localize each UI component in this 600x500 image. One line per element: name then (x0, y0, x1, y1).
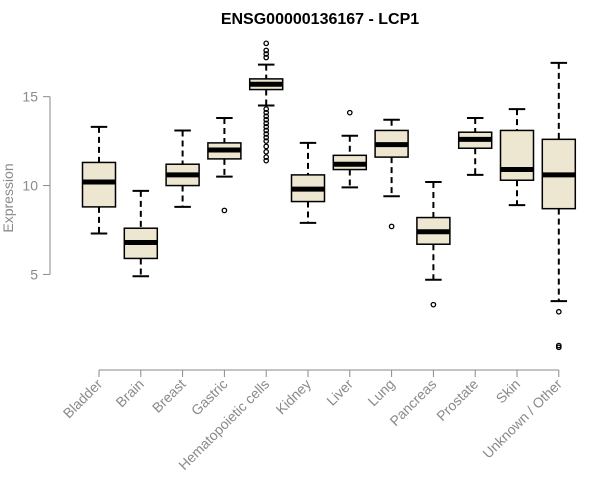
outlier-point (263, 51, 270, 57)
outlier-point (263, 143, 270, 150)
boxes-group (81, 40, 577, 351)
chart-title: ENSG00000136167 - LCP1 (221, 11, 419, 28)
x-tick-label: Prostate (433, 376, 481, 424)
x-tick-label: Skin (493, 376, 524, 407)
outlier-point (263, 106, 270, 112)
x-tick-label: Liver (323, 376, 356, 409)
outlier-point (555, 308, 562, 315)
outlier-point (263, 47, 270, 54)
outlier-point (263, 148, 270, 155)
x-tick-label: Kidney (273, 376, 315, 418)
box-breast (165, 129, 200, 208)
outlier-point (263, 138, 270, 144)
box-brain (123, 189, 159, 278)
iqr-box (81, 161, 117, 208)
box-hematopoietic-cells (248, 40, 284, 164)
outlier-point (430, 301, 437, 308)
x-tick-label: Lung (364, 376, 397, 409)
y-tick-label: 10 (22, 178, 38, 194)
outlier-point (346, 109, 353, 116)
box-pancreas (416, 181, 451, 308)
box-bladder (81, 125, 117, 235)
box-gastric (207, 117, 242, 214)
y-axis-label: Expression (0, 163, 16, 232)
outlier-point (263, 116, 270, 123)
box-unknown-other (541, 61, 577, 351)
y-tick-label: 15 (22, 89, 38, 105)
outlier-point (221, 207, 228, 214)
outlier-point (263, 54, 270, 61)
x-tick-label: Brain (112, 376, 146, 410)
box-lung (374, 118, 409, 230)
box-skin (499, 108, 535, 207)
outlier-point (263, 40, 270, 47)
outlier-point (263, 157, 270, 164)
outlier-point (388, 223, 395, 230)
outlier-point (555, 344, 562, 351)
x-tick-label: Unknown / Other (479, 376, 565, 462)
outlier-point (263, 127, 270, 134)
box-liver (332, 109, 368, 189)
outlier-point (263, 131, 270, 137)
iqr-box (499, 129, 535, 181)
x-tick-label: Breast (149, 376, 189, 416)
outlier-point (263, 113, 270, 120)
outlier-point (263, 124, 270, 130)
outlier-point (263, 120, 270, 127)
y-tick-label: 5 (30, 266, 38, 282)
outlier-point (263, 109, 270, 116)
outlier-point (263, 134, 270, 141)
outlier-point (263, 154, 270, 160)
x-tick-label: Bladder (60, 376, 106, 422)
box-kidney (290, 141, 326, 224)
box-prostate (457, 117, 493, 176)
y-axis: 5 10 15 (22, 89, 51, 282)
